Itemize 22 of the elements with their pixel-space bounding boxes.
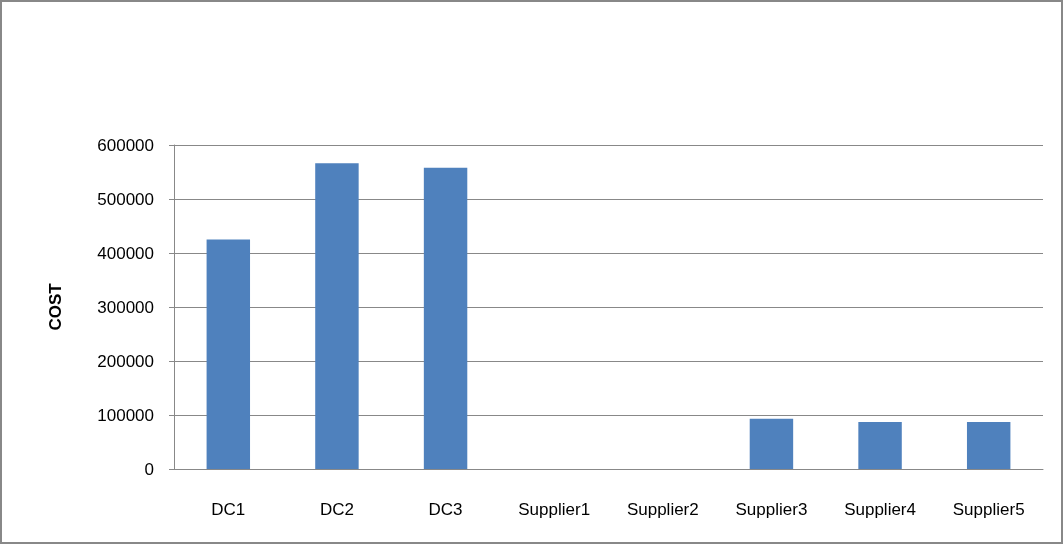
y-tick-label: 400000: [97, 243, 154, 263]
y-axis-title: COST: [46, 282, 65, 331]
bar: [423, 167, 468, 469]
y-tick-label: 500000: [97, 189, 154, 209]
y-tick-label: 100000: [97, 405, 154, 425]
x-tick-label: DC1: [211, 500, 246, 519]
x-tick-label: Supplier5: [952, 500, 1025, 519]
y-tick-label: 200000: [97, 351, 154, 371]
x-tick-label: Supplier1: [518, 500, 591, 519]
bar: [966, 422, 1011, 469]
bar: [858, 422, 902, 469]
y-tick-label: 600000: [97, 135, 154, 155]
x-tick-label: Supplier4: [844, 500, 916, 519]
y-tick-label: 0: [144, 459, 154, 479]
bar: [206, 239, 251, 469]
x-tick-label: DC3: [428, 500, 463, 519]
x-tick-label: Supplier2: [626, 500, 699, 519]
x-tick-label: Supplier3: [735, 500, 808, 519]
bar: [315, 163, 359, 469]
bar: [749, 418, 794, 469]
y-tick-label: 300000: [97, 297, 154, 317]
x-tick-label: DC2: [319, 500, 354, 519]
